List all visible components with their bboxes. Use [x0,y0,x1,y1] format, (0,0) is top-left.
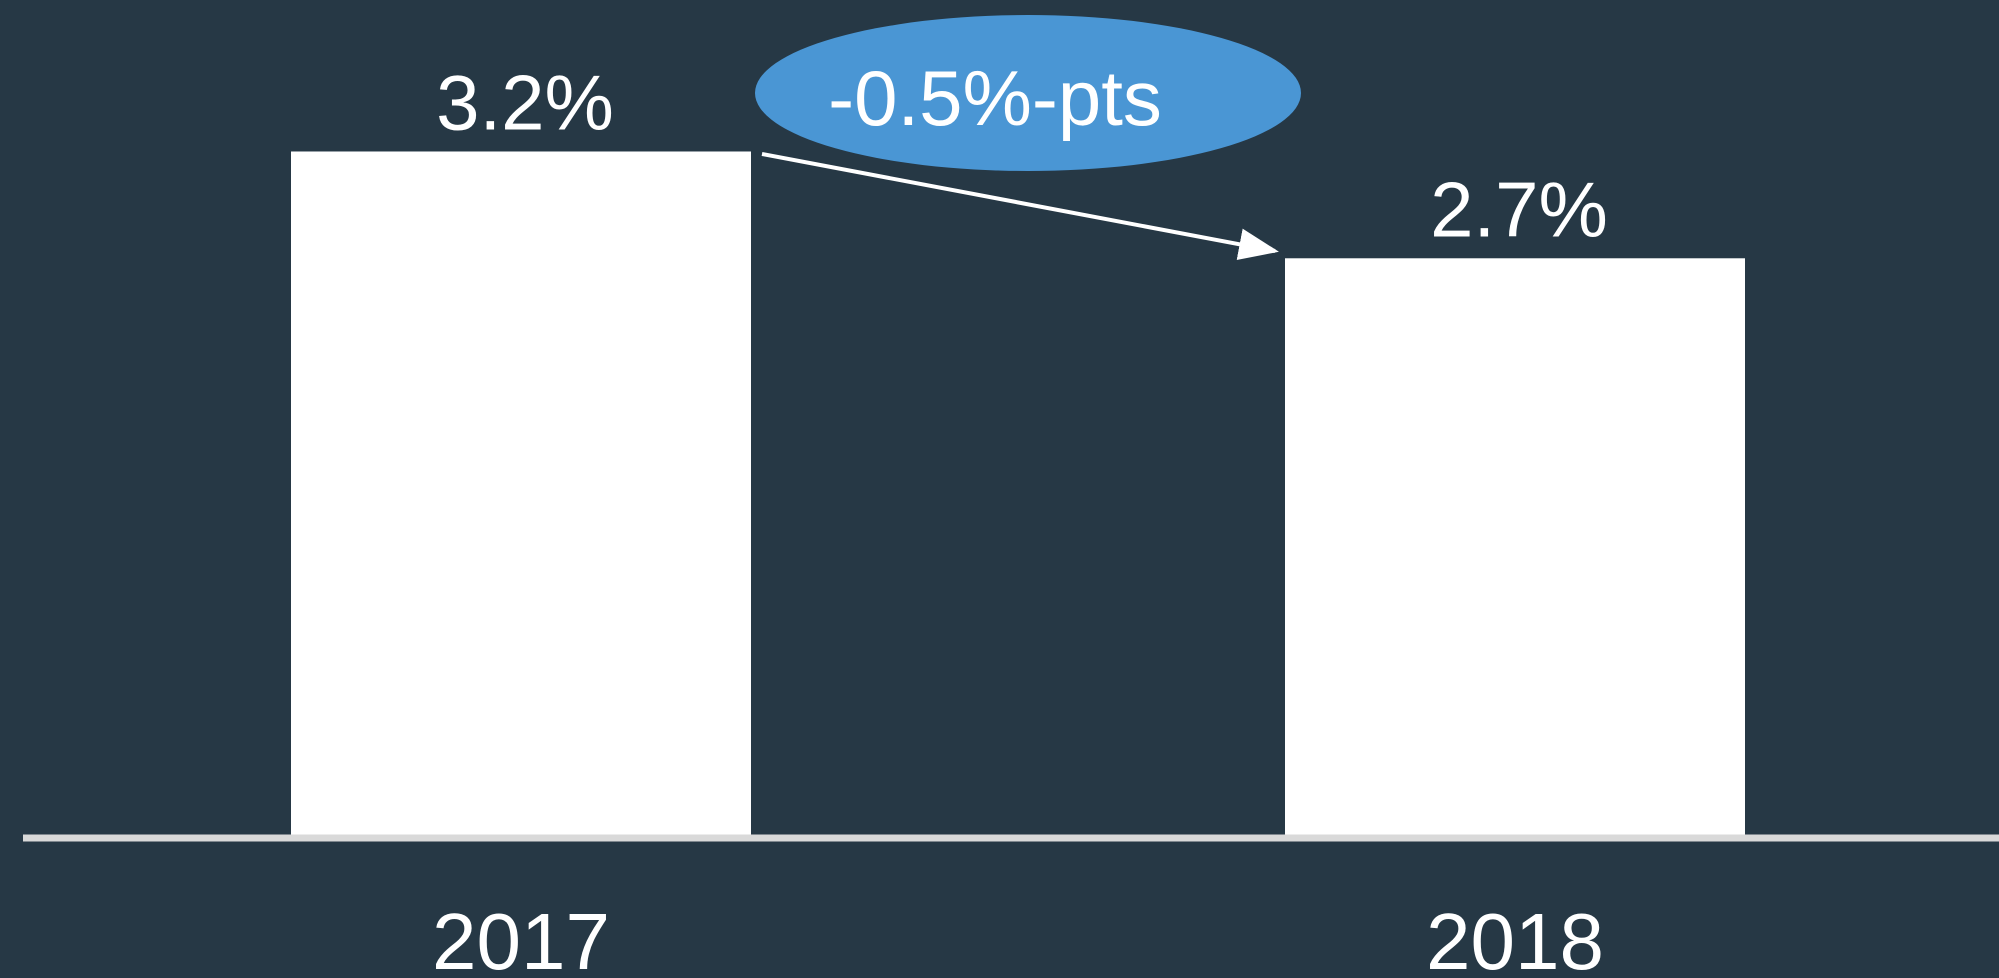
value-label: 3.2% [436,58,614,146]
value-label: 2.7% [1430,165,1608,253]
x-tick-label: 2017 [432,897,610,978]
bar [291,151,751,836]
x-tick-label: 2018 [1426,897,1604,978]
change-arrow [761,152,1279,261]
bar [1285,258,1745,835]
annotation-bubble [755,15,1301,171]
annotation: -0.5%-pts [828,54,1162,142]
